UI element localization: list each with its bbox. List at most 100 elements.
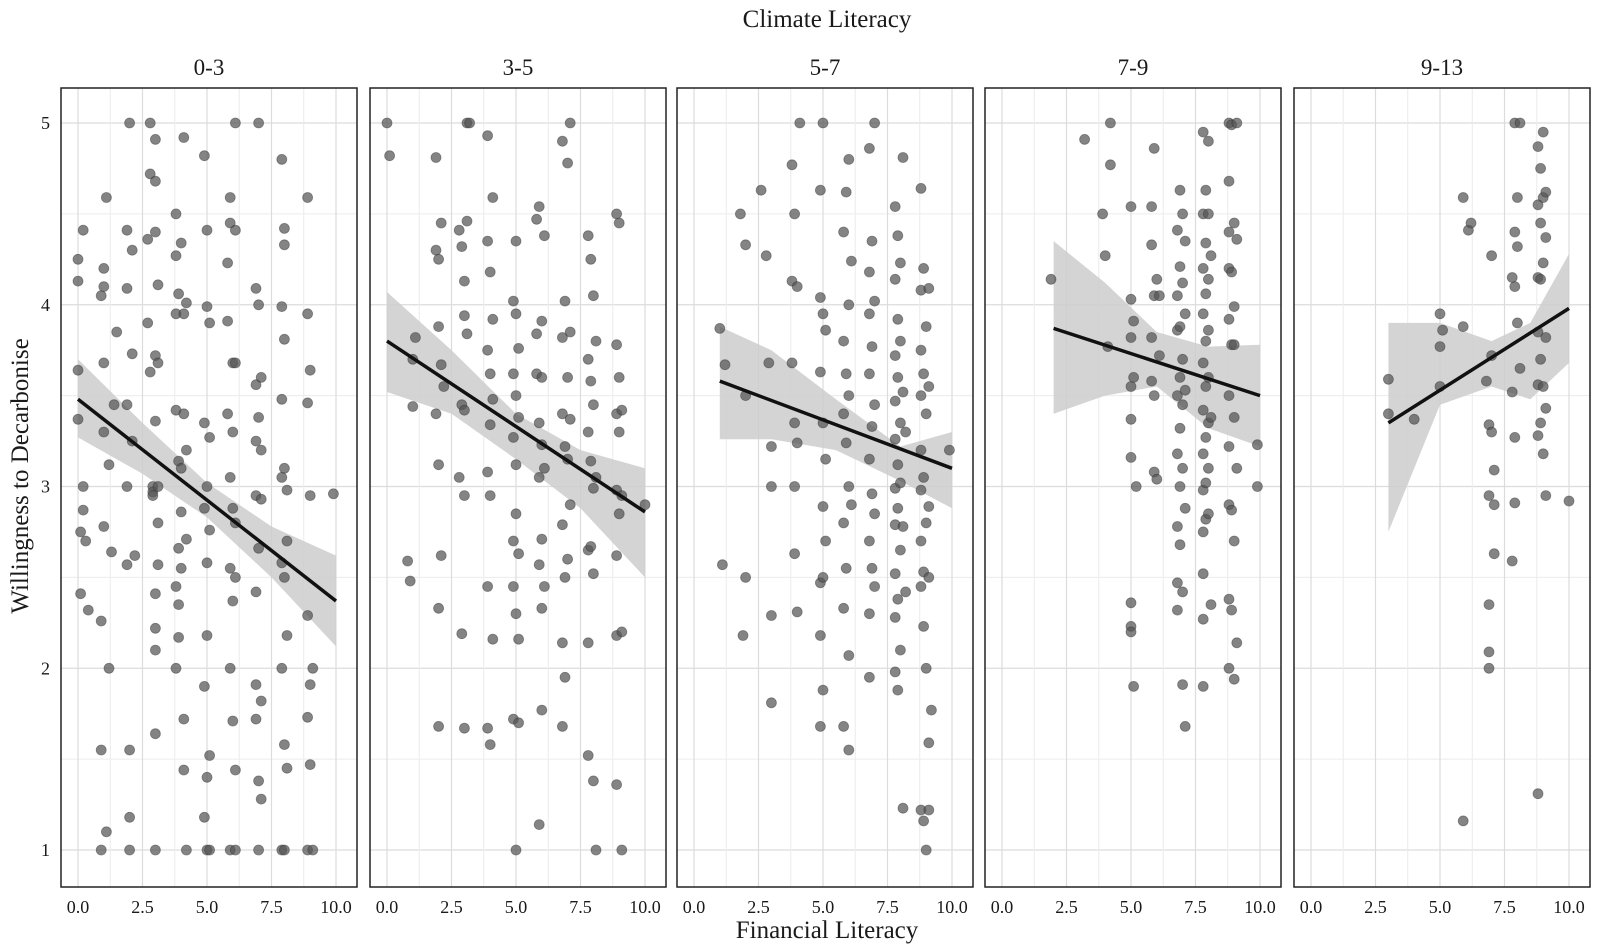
data-point: [482, 722, 494, 734]
data-point: [224, 217, 236, 229]
data-point: [1488, 548, 1500, 560]
data-point: [1197, 613, 1209, 625]
data-point: [152, 517, 164, 529]
data-point: [846, 499, 857, 511]
data-point: [1223, 441, 1235, 452]
data-point: [588, 775, 599, 787]
data-point: [789, 481, 800, 492]
data-point: [1148, 142, 1160, 154]
data-point: [513, 411, 524, 423]
data-point: [484, 739, 496, 750]
data-point: [409, 332, 421, 343]
data-point: [227, 426, 239, 438]
data-point: [1252, 439, 1263, 451]
data-point: [820, 324, 831, 336]
data-point: [433, 459, 445, 471]
panel-border: [369, 87, 667, 888]
data-point: [1512, 317, 1523, 329]
data-point: [791, 606, 803, 618]
data-point: [1146, 332, 1157, 343]
data-point: [843, 481, 855, 492]
data-point: [1509, 281, 1521, 293]
x-tick-label: 7.5: [1493, 897, 1516, 917]
data-point: [1231, 462, 1243, 474]
data-point: [740, 572, 751, 583]
data-point: [433, 721, 445, 732]
data-point: [456, 628, 468, 640]
points: [714, 117, 955, 856]
data-point: [144, 168, 156, 180]
data-point: [1486, 250, 1497, 262]
data-point: [789, 208, 800, 220]
x-tick-label: 0.0: [67, 897, 90, 917]
data-point: [72, 275, 84, 287]
data-point: [1226, 504, 1237, 516]
data-point: [98, 262, 110, 274]
data-point: [897, 386, 909, 398]
data-point: [582, 353, 594, 365]
data-point: [1532, 199, 1544, 211]
data-point: [1486, 426, 1497, 438]
data-point: [82, 604, 94, 616]
data-point: [461, 215, 473, 227]
y-tick-label: 5: [41, 113, 50, 133]
data-point: [892, 684, 904, 696]
data-point: [198, 150, 210, 162]
data-point: [126, 348, 138, 360]
data-point: [1537, 126, 1549, 138]
data-point: [1231, 117, 1243, 129]
data-point: [461, 328, 473, 340]
data-point: [918, 815, 929, 827]
data-point: [1540, 490, 1552, 502]
data-point: [1172, 577, 1183, 589]
data-point: [1223, 662, 1235, 674]
data-point: [149, 415, 161, 427]
data-point: [582, 750, 594, 761]
data-point: [1506, 555, 1518, 567]
data-point: [1125, 201, 1137, 213]
data-point: [77, 504, 89, 516]
data-point: [559, 441, 571, 452]
data-point: [458, 275, 470, 287]
data-point: [895, 257, 906, 269]
data-point: [201, 557, 213, 569]
data-point: [1177, 208, 1188, 220]
data-point: [533, 201, 545, 213]
data-point: [920, 517, 932, 529]
data-point: [1179, 502, 1191, 514]
data-point: [458, 310, 470, 322]
data-point: [533, 417, 545, 429]
data-point: [1128, 681, 1139, 692]
data-point: [1197, 681, 1209, 692]
data-point: [616, 626, 628, 638]
data-point: [1252, 481, 1263, 492]
data-point: [869, 581, 880, 592]
facet-label: 9-13: [1421, 55, 1463, 80]
data-point: [915, 182, 927, 194]
data-point: [250, 586, 262, 598]
data-point: [201, 224, 213, 236]
data-point: [1197, 404, 1209, 416]
data-point: [253, 411, 265, 423]
data-point: [869, 117, 880, 129]
data-point: [639, 499, 651, 511]
data-point: [180, 444, 192, 456]
data-point: [1205, 599, 1217, 610]
data-point: [458, 490, 470, 502]
data-point: [302, 308, 314, 320]
data-point: [126, 244, 138, 256]
chart-title: Climate Literacy: [743, 6, 912, 33]
data-point: [250, 713, 262, 725]
data-point: [817, 684, 829, 696]
data-point: [402, 555, 414, 567]
data-point: [121, 282, 133, 294]
data-point: [1200, 237, 1212, 249]
facet-label: 0-3: [194, 55, 225, 80]
data-point: [198, 681, 210, 692]
data-point: [918, 621, 929, 632]
data-point: [1228, 535, 1240, 547]
data-point: [820, 535, 831, 547]
regression-line: [76, 397, 338, 603]
data-point: [1128, 371, 1139, 383]
data-point: [714, 322, 726, 334]
